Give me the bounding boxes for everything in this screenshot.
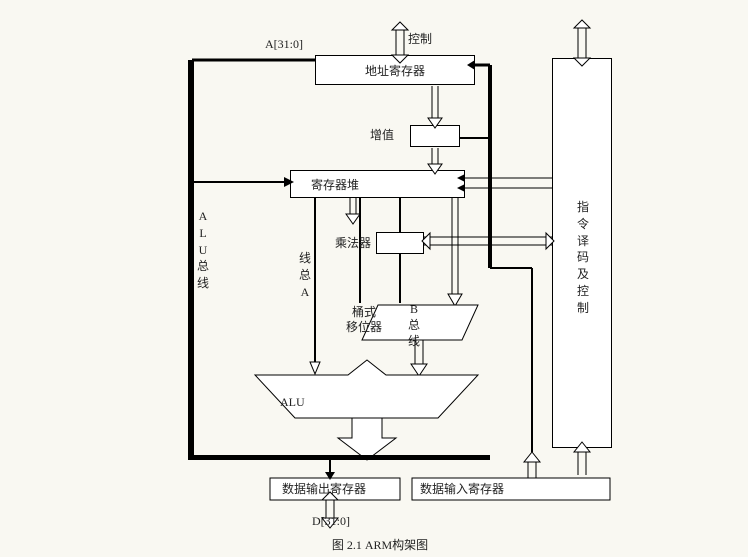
bus-b-label3: 线 bbox=[408, 334, 420, 348]
data-in-up-arrow bbox=[524, 452, 540, 478]
barrel-shifter-label1: 桶式 bbox=[352, 305, 376, 319]
barrel-shifter-label2: 移位器 bbox=[346, 320, 382, 334]
figure-caption: 图 2.1 ARM构架图 bbox=[300, 538, 460, 552]
bottom-bus-left bbox=[188, 455, 490, 460]
decode-bottom-arrow bbox=[574, 442, 590, 475]
alu-bus-label: ALU总线 bbox=[196, 208, 210, 292]
a-bus-label: A[31:0] bbox=[265, 37, 303, 51]
control-arrow bbox=[392, 22, 408, 63]
multiplier-label: 乘法器 bbox=[335, 236, 371, 250]
control-label: 控制 bbox=[408, 32, 432, 46]
d-bus-label: D[31:0] bbox=[312, 514, 350, 528]
incrementer-label: 增值 bbox=[370, 128, 394, 142]
alu-output-arrow bbox=[338, 418, 396, 460]
inc-to-regbank bbox=[428, 148, 442, 174]
top-right-arrow bbox=[574, 20, 590, 66]
right-inner-bus bbox=[488, 65, 492, 268]
alu-label: ALU bbox=[280, 395, 305, 409]
regbank-down-arrows bbox=[346, 198, 360, 224]
bus-a-label: 线总A bbox=[298, 250, 312, 300]
left-bus-bar bbox=[188, 60, 194, 458]
regbank-down-right bbox=[448, 198, 462, 306]
addr-to-incrementer bbox=[428, 86, 442, 128]
data-out-label: 数据输出寄存器 bbox=[282, 482, 366, 496]
bus-b-label2: 总 bbox=[408, 318, 420, 332]
data-in-label: 数据输入寄存器 bbox=[420, 482, 504, 496]
bus-b-label1: B bbox=[410, 302, 418, 316]
pc-back-arrowhead bbox=[467, 60, 475, 70]
